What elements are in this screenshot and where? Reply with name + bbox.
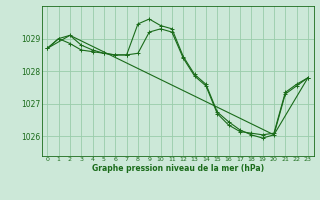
X-axis label: Graphe pression niveau de la mer (hPa): Graphe pression niveau de la mer (hPa) — [92, 164, 264, 173]
